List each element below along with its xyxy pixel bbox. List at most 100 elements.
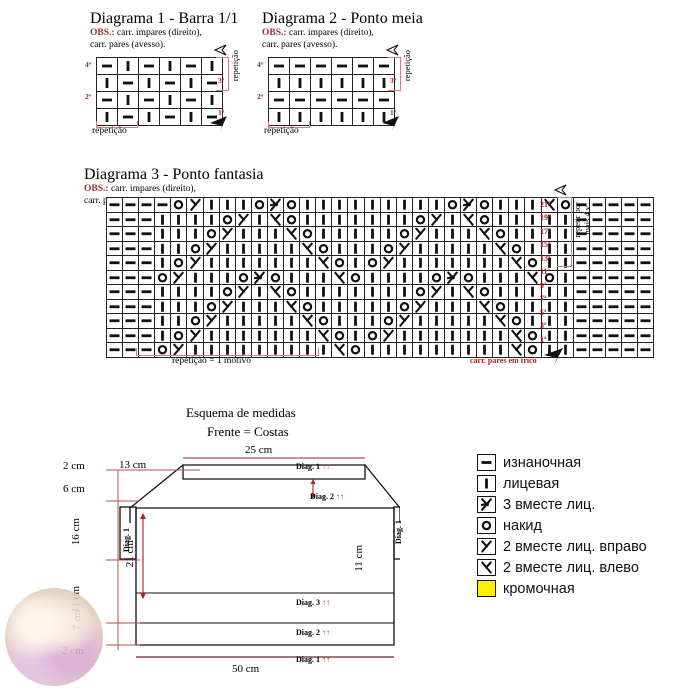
chart-cell-knit[interactable]: [379, 197, 397, 213]
chart-cell-knit[interactable]: [310, 74, 332, 92]
chart-cell-knit[interactable]: [186, 211, 204, 228]
chart-cell-knit[interactable]: [443, 313, 462, 329]
chart-cell-knit[interactable]: [331, 74, 353, 92]
chart-cell-edge[interactable]: [138, 342, 156, 359]
chart-cell-yo[interactable]: [234, 269, 252, 286]
chart-cell-purl[interactable]: [588, 197, 606, 213]
chart-cell-knit[interactable]: [331, 226, 349, 242]
chart-cell-edge[interactable]: [105, 298, 124, 315]
chart-cell-yo[interactable]: [218, 211, 236, 228]
chart-cell-knit[interactable]: [186, 226, 204, 242]
chart-cell-edge[interactable]: [604, 226, 623, 242]
chart-cell-knit[interactable]: [347, 327, 365, 344]
chart-cell-knit[interactable]: [315, 284, 333, 300]
chart-cell-knit[interactable]: [266, 298, 285, 315]
chart-cell-k2tog_r[interactable]: [379, 327, 397, 344]
chart-cell-yo[interactable]: [331, 255, 349, 271]
chart-cell-yo[interactable]: [250, 197, 268, 213]
chart-cell-k2tog_r[interactable]: [186, 197, 204, 213]
chart-cell-knit[interactable]: [427, 197, 445, 213]
chart-cell-ssk_l[interactable]: [460, 211, 478, 228]
chart-cell-k2tog_r[interactable]: [395, 313, 413, 329]
chart-cell-edge[interactable]: [138, 269, 156, 286]
chart-cell-knit[interactable]: [266, 327, 285, 344]
chart-cell-edge[interactable]: [105, 269, 124, 286]
chart-cell-knit[interactable]: [283, 269, 301, 286]
chart-cell-purl[interactable]: [268, 57, 290, 75]
chart-cell-ssk_l[interactable]: [460, 284, 478, 300]
chart-cell-purl[interactable]: [572, 269, 590, 286]
chart-cell-knit[interactable]: [234, 327, 252, 344]
chart-cell-yo[interactable]: [411, 211, 429, 228]
chart-cell-purl[interactable]: [289, 57, 311, 75]
chart-cell-knit[interactable]: [170, 226, 188, 242]
chart-cell-knit[interactable]: [460, 298, 478, 315]
chart-cell-purl[interactable]: [588, 342, 606, 359]
chart-cell-yo[interactable]: [170, 255, 188, 271]
chart-cell-purl[interactable]: [331, 91, 353, 109]
chart-cell-knit[interactable]: [347, 197, 365, 213]
chart-cell-knit[interactable]: [159, 57, 181, 75]
chart-cell-knit[interactable]: [524, 284, 542, 300]
chart-cell-edge[interactable]: [620, 298, 639, 315]
chart-cell-knit[interactable]: [363, 284, 381, 300]
chart-cell-knit[interactable]: [347, 313, 365, 329]
chart-cell-knit[interactable]: [283, 240, 301, 257]
chart-cell-edge[interactable]: [138, 211, 156, 228]
chart-cell-purl[interactable]: [96, 57, 118, 75]
chart-cell-knit[interactable]: [218, 197, 236, 213]
chart-cell-knit[interactable]: [201, 91, 223, 109]
chart-cell-ssk_l[interactable]: [508, 327, 526, 344]
chart-cell-knit[interactable]: [218, 269, 236, 286]
chart-cell-ssk_l[interactable]: [283, 226, 301, 242]
chart-cell-knit[interactable]: [352, 74, 374, 92]
chart-cell-purl[interactable]: [180, 91, 202, 109]
chart-cell-purl[interactable]: [159, 108, 181, 126]
chart-cell-knit[interactable]: [250, 226, 268, 242]
chart-cell-knit[interactable]: [476, 240, 494, 257]
chart-cell-knit[interactable]: [363, 298, 381, 315]
chart-cell-knit[interactable]: [218, 240, 236, 257]
chart-cell-k2tog_r[interactable]: [218, 298, 236, 315]
chart-cell-k2tog_r[interactable]: [411, 226, 429, 242]
chart-cell-knit[interactable]: [315, 298, 333, 315]
chart-cell-yo[interactable]: [218, 284, 236, 300]
chart-cell-knit[interactable]: [96, 108, 118, 126]
chart-cell-knit[interactable]: [170, 284, 188, 300]
chart-cell-knit[interactable]: [159, 91, 181, 109]
chart-cell-knit[interactable]: [492, 197, 510, 213]
chart-cell-knit[interactable]: [363, 240, 381, 257]
chart-cell-knit[interactable]: [315, 226, 333, 242]
chart-cell-knit[interactable]: [218, 313, 236, 329]
chart-cell-knit[interactable]: [331, 298, 349, 315]
chart-cell-yo[interactable]: [315, 313, 333, 329]
chart-cell-edge[interactable]: [637, 211, 655, 228]
chart-cell-edge[interactable]: [637, 240, 655, 257]
chart-cell-yo[interactable]: [460, 269, 478, 286]
chart-cell-purl[interactable]: [96, 91, 118, 109]
chart-cell-knit[interactable]: [347, 284, 365, 300]
chart-cell-k3tog[interactable]: [460, 197, 478, 213]
chart-cell-yo[interactable]: [266, 269, 285, 286]
chart-cell-knit[interactable]: [202, 197, 220, 213]
chart-cell-knit[interactable]: [508, 197, 526, 213]
chart-cell-knit[interactable]: [117, 57, 139, 75]
chart-cell-edge[interactable]: [122, 269, 140, 286]
chart-cell-knit[interactable]: [411, 269, 429, 286]
chart-cell-knit[interactable]: [202, 327, 220, 344]
chart-cell-edge[interactable]: [138, 240, 156, 257]
chart-cell-edge[interactable]: [105, 240, 124, 257]
chart-cell-knit[interactable]: [373, 74, 395, 92]
chart-cell-knit[interactable]: [492, 269, 510, 286]
chart-cell-knit[interactable]: [352, 108, 374, 126]
chart-cell-purl[interactable]: [588, 240, 606, 257]
chart-cell-knit[interactable]: [492, 284, 510, 300]
chart-cell-knit[interactable]: [379, 342, 397, 359]
chart-cell-knit[interactable]: [395, 284, 413, 300]
chart-cell-k3tog[interactable]: [443, 269, 462, 286]
chart-cell-edge[interactable]: [105, 211, 124, 228]
chart-cell-knit[interactable]: [283, 342, 301, 359]
chart-cell-knit[interactable]: [315, 269, 333, 286]
chart-cell-purl[interactable]: [268, 91, 290, 109]
chart-cell-ssk_l[interactable]: [266, 284, 285, 300]
